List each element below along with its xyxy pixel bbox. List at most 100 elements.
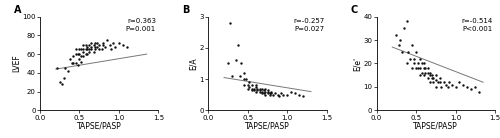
Point xyxy=(264,92,272,94)
Point xyxy=(464,86,471,88)
Point xyxy=(240,78,248,80)
Point xyxy=(69,55,77,57)
Point xyxy=(99,42,107,44)
Point xyxy=(295,94,303,96)
Point xyxy=(82,44,90,46)
Point xyxy=(226,22,234,24)
Point xyxy=(426,74,434,76)
Point xyxy=(236,75,244,77)
Text: r=-0.257
P=0.027: r=-0.257 P=0.027 xyxy=(293,18,324,32)
Point xyxy=(283,94,291,96)
Point xyxy=(291,92,299,94)
Point xyxy=(448,83,456,86)
Point xyxy=(428,76,436,79)
Point xyxy=(253,87,261,90)
Point xyxy=(85,51,93,53)
Text: r=0.363
P=0.001: r=0.363 P=0.001 xyxy=(126,18,156,32)
Point xyxy=(418,62,426,65)
Point xyxy=(252,86,260,88)
Point xyxy=(98,48,106,51)
Point xyxy=(258,91,266,93)
Point xyxy=(264,91,272,93)
Point xyxy=(80,48,88,51)
Point xyxy=(228,75,236,77)
Point xyxy=(418,72,426,74)
Point xyxy=(266,94,274,96)
Point xyxy=(428,74,436,76)
Point xyxy=(240,72,248,74)
Point xyxy=(58,83,66,85)
Point xyxy=(250,87,258,90)
Text: C: C xyxy=(350,5,358,15)
Point xyxy=(107,48,115,51)
Point xyxy=(416,67,424,69)
Point xyxy=(269,94,277,96)
Point xyxy=(84,53,92,55)
Point xyxy=(412,51,420,53)
Point xyxy=(103,39,111,41)
Point xyxy=(82,48,90,51)
Point xyxy=(85,44,93,46)
Point xyxy=(440,81,448,83)
Point xyxy=(54,67,62,69)
Point xyxy=(90,51,98,53)
Point xyxy=(90,44,98,46)
Point xyxy=(88,48,96,51)
Point xyxy=(84,46,92,48)
Point xyxy=(76,58,84,60)
Point xyxy=(240,84,248,87)
Point xyxy=(392,34,400,36)
Point xyxy=(250,89,258,91)
Point xyxy=(426,72,434,74)
X-axis label: TAPSE/PASP: TAPSE/PASP xyxy=(77,122,122,131)
Y-axis label: LVEF: LVEF xyxy=(12,55,21,72)
Point xyxy=(93,46,101,48)
Point xyxy=(92,42,100,44)
Point xyxy=(224,62,232,65)
Point xyxy=(456,81,464,83)
Point xyxy=(402,20,410,22)
Point xyxy=(420,74,428,76)
Point xyxy=(258,92,266,94)
Point xyxy=(74,53,82,55)
Point xyxy=(475,91,483,93)
X-axis label: TAPSE/PASP: TAPSE/PASP xyxy=(245,122,290,131)
Point xyxy=(76,53,84,55)
Point xyxy=(408,67,416,69)
Point xyxy=(93,42,101,44)
Point xyxy=(276,95,283,97)
Point xyxy=(430,76,438,79)
Point xyxy=(424,72,432,74)
Point xyxy=(402,62,410,65)
Point xyxy=(422,72,430,74)
Point xyxy=(426,81,434,83)
Point xyxy=(123,46,131,48)
Point xyxy=(72,48,80,51)
Point xyxy=(438,86,446,88)
Point xyxy=(406,58,413,60)
Text: r=-0.514
P<0.001: r=-0.514 P<0.001 xyxy=(462,18,492,32)
Point xyxy=(408,44,416,46)
Point xyxy=(115,42,123,44)
Point xyxy=(280,94,287,96)
Point xyxy=(77,60,85,63)
Point xyxy=(430,81,438,83)
Point xyxy=(414,67,422,69)
Point xyxy=(244,84,252,87)
Point xyxy=(77,48,85,51)
Point xyxy=(92,46,100,48)
Point xyxy=(66,58,74,60)
Y-axis label: E/A: E/A xyxy=(189,57,198,70)
Point xyxy=(248,84,256,87)
Text: B: B xyxy=(182,5,190,15)
Point xyxy=(434,81,442,83)
Point xyxy=(95,48,103,51)
Point xyxy=(238,62,246,65)
Point xyxy=(72,53,80,55)
Point xyxy=(420,67,428,69)
Point xyxy=(412,67,420,69)
Point xyxy=(445,81,453,83)
Point xyxy=(60,76,68,79)
Point xyxy=(80,44,88,46)
X-axis label: TAPSE/PASP: TAPSE/PASP xyxy=(414,122,458,131)
